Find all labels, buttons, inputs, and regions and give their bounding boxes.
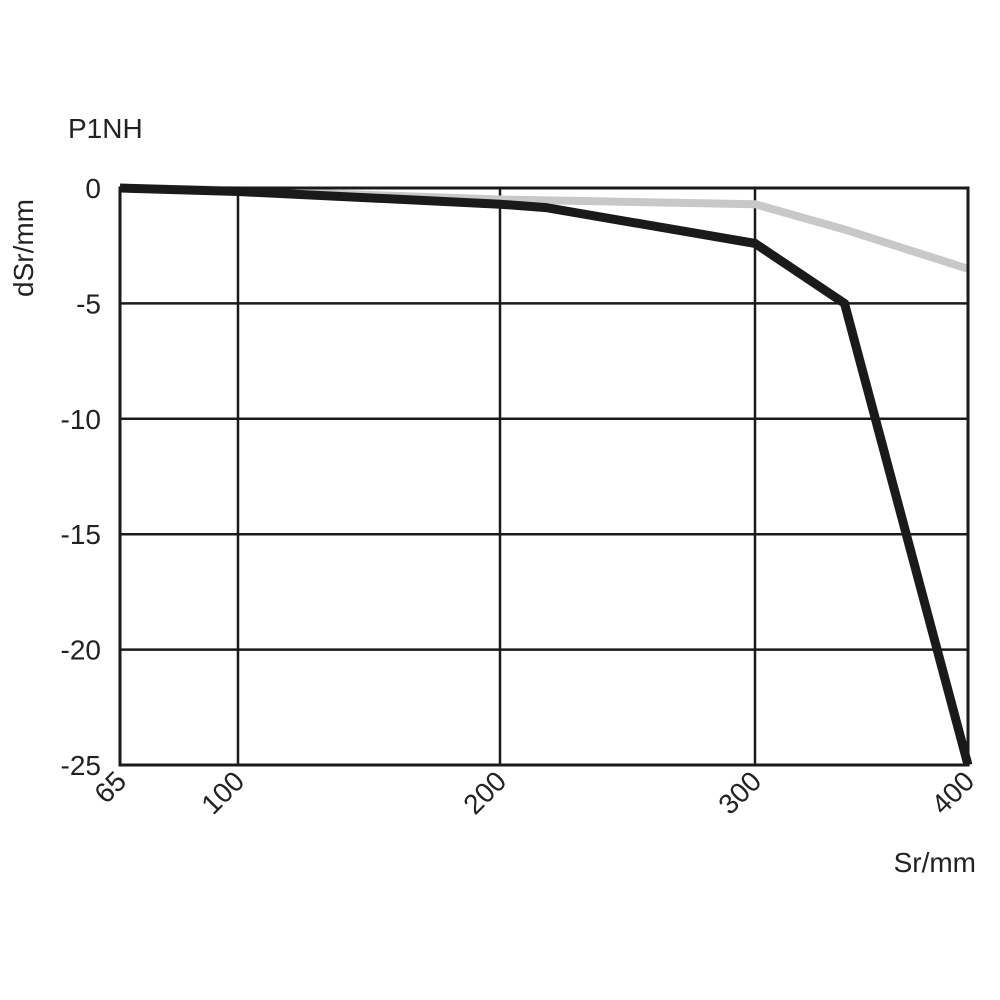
- chart-title: P1NH: [68, 113, 143, 144]
- plot-frame: [118, 186, 970, 767]
- x-tick-label: 300: [712, 765, 767, 820]
- x-tick-label: 400: [925, 765, 980, 820]
- y-axis-label: dSr/mm: [8, 199, 39, 297]
- y-tick-label: 0: [85, 173, 101, 204]
- series-line-2: [119, 183, 973, 767]
- x-tick-label: 100: [195, 765, 250, 820]
- series-layer: [119, 183, 973, 767]
- x-axis-ticks: 65 100 200 300 400: [88, 765, 980, 820]
- series-line-1: [119, 184, 970, 273]
- y-tick-label: -5: [76, 288, 101, 319]
- y-tick-label: -20: [61, 635, 101, 666]
- x-axis-label: Sr/mm: [894, 847, 976, 878]
- y-tick-label: -25: [61, 750, 101, 781]
- y-tick-label: -10: [61, 404, 101, 435]
- x-tick-label: 200: [457, 765, 512, 820]
- y-tick-label: -15: [61, 519, 101, 550]
- y-axis-ticks: 0 -5 -10 -15 -20 -25: [61, 173, 101, 781]
- grid: [120, 186, 968, 767]
